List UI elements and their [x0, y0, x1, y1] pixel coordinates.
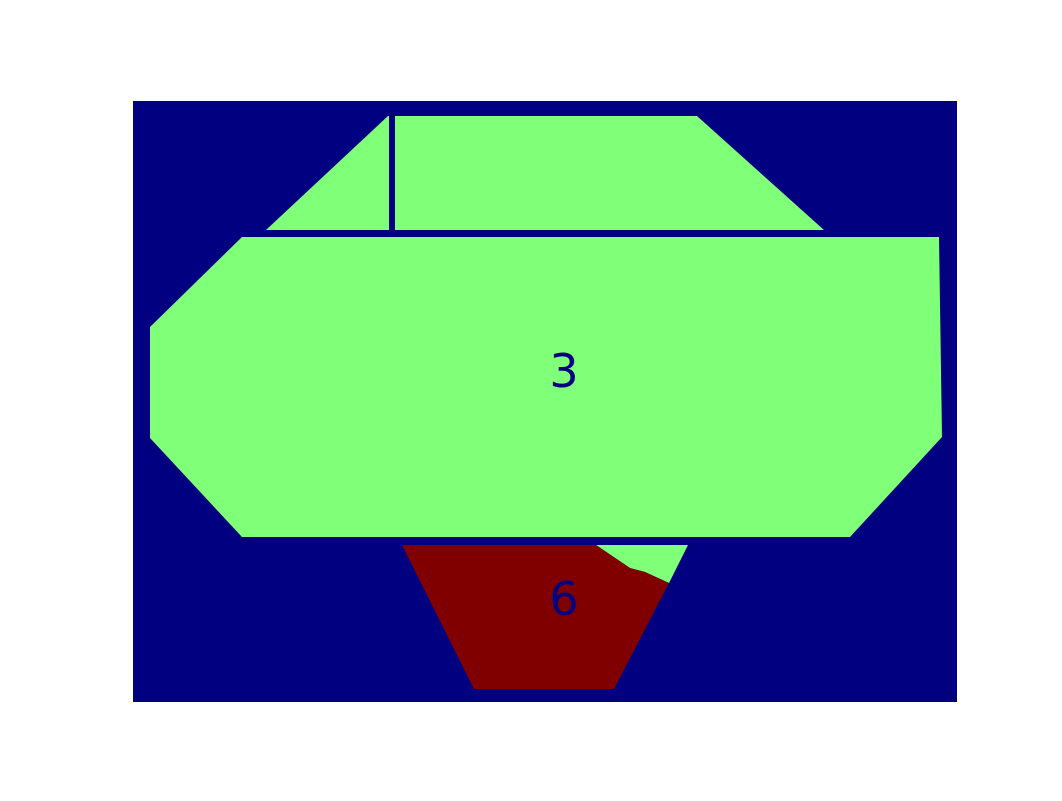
region-3-top-trapezoid: [266, 116, 824, 230]
separator-left-stub: [263, 230, 307, 237]
separator-vertical-bar: [389, 116, 395, 232]
region-3-lower-sliver: [596, 545, 688, 583]
separator-bottom-left: [398, 537, 595, 545]
separator-middle-bar: [382, 230, 734, 237]
region-3-octagon: [150, 237, 942, 537]
separator-bottom-right: [668, 537, 696, 545]
region-3: [150, 116, 942, 583]
region-separators: [263, 116, 838, 545]
separator-right-stub: [808, 230, 838, 237]
region-3-label: 3: [549, 344, 578, 398]
region-6-label: 6: [549, 572, 578, 626]
region-6: [402, 545, 669, 689]
